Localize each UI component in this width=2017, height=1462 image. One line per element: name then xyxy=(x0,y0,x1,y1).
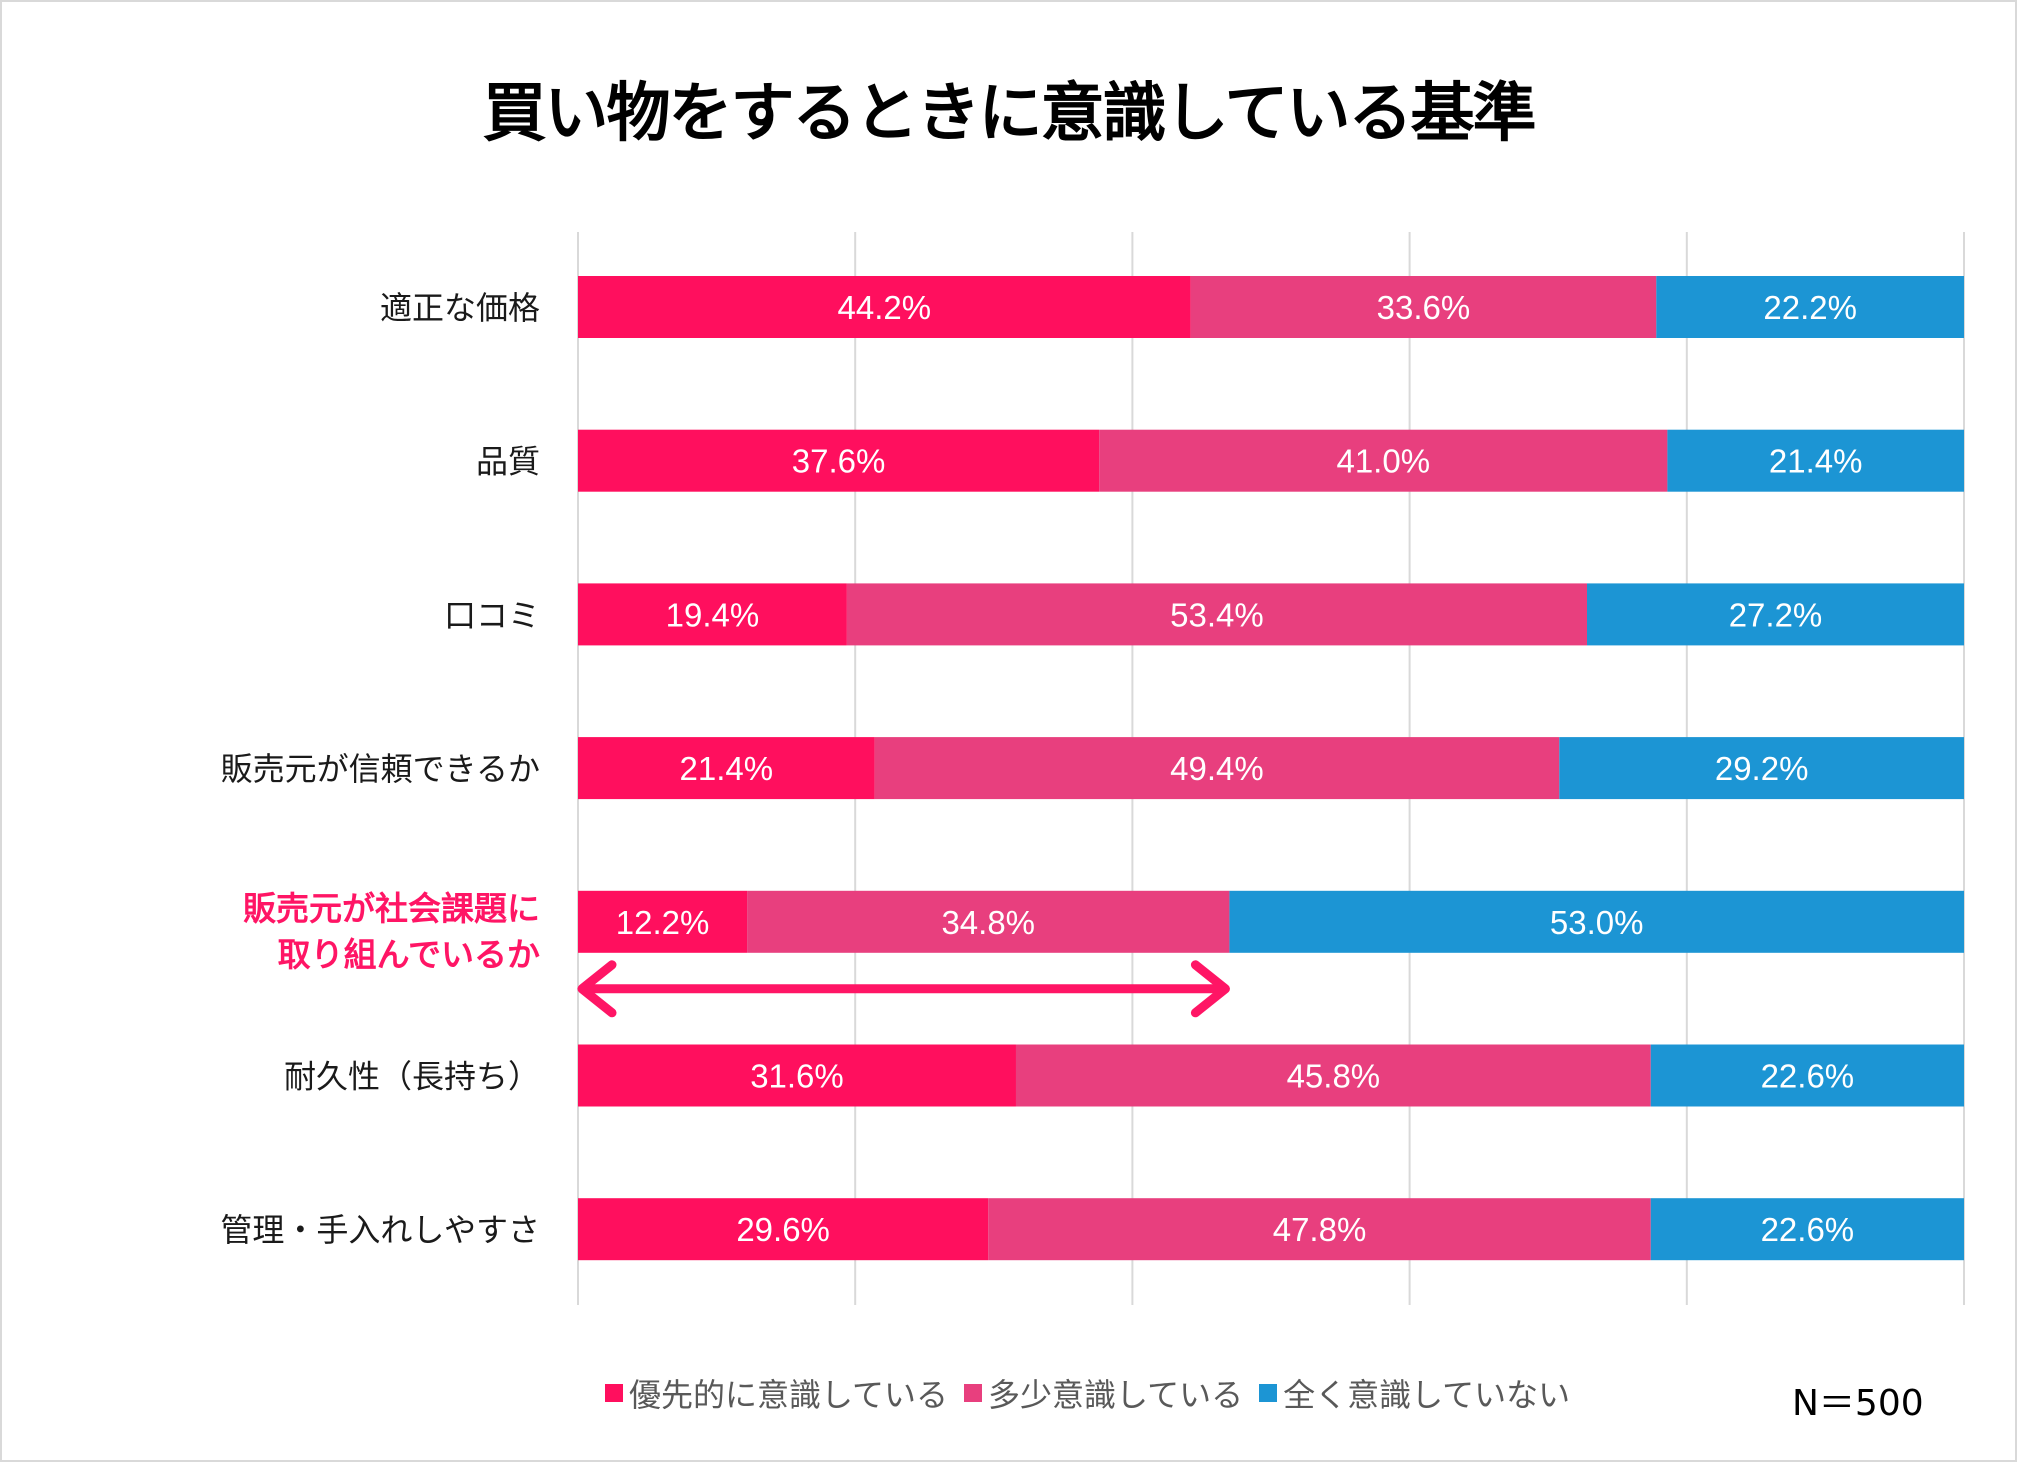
annotations xyxy=(577,960,1230,1018)
bar-segment xyxy=(578,429,1100,492)
legend-item-not-at-all: 全く意識していない xyxy=(1259,1370,1570,1416)
data-label: 22.6% xyxy=(1761,1211,1855,1248)
legend-swatch xyxy=(964,1384,983,1402)
category-label: 耐久性（長持ち） xyxy=(284,1058,540,1096)
data-label: 53.4% xyxy=(1170,596,1264,633)
data-label: 33.6% xyxy=(1377,289,1471,326)
bar-segment xyxy=(578,583,847,646)
data-label: 53.0% xyxy=(1550,904,1644,941)
bar-segment xyxy=(578,276,1191,338)
data-label: 45.8% xyxy=(1287,1058,1381,1095)
data-label: 21.4% xyxy=(680,750,774,787)
arrow-head-right xyxy=(1190,960,1230,1018)
bar-segment xyxy=(1099,429,1668,492)
legend-item-priority: 優先的に意識している xyxy=(605,1370,948,1416)
category-labels: 適正な価格品質口コミ販売元が信頼できるか販売元が社会課題に取り組んでいるか耐久性… xyxy=(220,289,540,1249)
bar-segment xyxy=(988,1198,1651,1261)
data-label: 47.8% xyxy=(1273,1211,1367,1248)
bar-segment xyxy=(578,890,748,953)
bar-segment xyxy=(874,737,1560,800)
data-label: 22.6% xyxy=(1761,1058,1855,1095)
bar-segment xyxy=(747,890,1230,953)
data-label: 19.4% xyxy=(666,596,760,633)
legend: 優先的に意識している 多少意識している 全く意識していない xyxy=(605,1370,1586,1416)
category-label: 販売元が信頼できるか xyxy=(221,750,540,788)
legend-item-somewhat: 多少意識している xyxy=(964,1370,1243,1416)
data-label: 49.4% xyxy=(1170,750,1264,787)
data-label: 29.6% xyxy=(736,1211,830,1248)
bar-segment xyxy=(1650,1044,1964,1107)
sample-size-note: N＝500 xyxy=(1792,1383,1924,1424)
bar-segment xyxy=(578,737,875,800)
legend-label: 全く意識していない xyxy=(1283,1376,1571,1414)
data-label: 44.2% xyxy=(838,289,932,326)
bars: 44.2% 33.6% 22.2% 37.6% 41.0% 21.4% 19.4% 53.4%… xyxy=(578,276,1964,1261)
data-label: 31.6% xyxy=(750,1058,844,1095)
bar-segment xyxy=(1587,583,1964,646)
bar-segment xyxy=(578,1198,989,1261)
data-label: 12.2% xyxy=(616,904,710,941)
bar-segment xyxy=(1559,737,1964,800)
bar-segment xyxy=(1015,1044,1651,1107)
chart-title: 買い物をするときに意識している基準 xyxy=(482,77,1536,151)
bar-segment xyxy=(1650,1198,1964,1261)
bar-segment xyxy=(1667,429,1964,492)
category-label: 品質 xyxy=(476,443,540,481)
category-label: 取り組んでいるか xyxy=(278,935,540,974)
category-label: 適正な価格 xyxy=(380,289,540,327)
data-label: 27.2% xyxy=(1729,596,1823,633)
legend-label: 多少意識している xyxy=(988,1376,1244,1414)
legend-swatch xyxy=(605,1384,623,1402)
bar-segment xyxy=(578,1044,1016,1107)
bar-segment xyxy=(1656,276,1964,338)
bar-segment xyxy=(1190,276,1657,338)
arrow-head-left xyxy=(577,960,617,1018)
data-label: 21.4% xyxy=(1769,443,1863,480)
legend-swatch xyxy=(1259,1384,1278,1402)
category-label: 販売元が社会課題に xyxy=(243,889,540,928)
bar-segment xyxy=(1229,890,1964,953)
bar-segment xyxy=(846,583,1588,646)
data-label: 22.2% xyxy=(1763,289,1857,326)
category-label: 管理・手入れしやすさ xyxy=(220,1211,540,1249)
double-arrow-annotation xyxy=(577,960,1230,1018)
data-label: 34.8% xyxy=(941,904,1035,941)
data-label: 29.2% xyxy=(1715,750,1809,787)
data-label: 41.0% xyxy=(1336,443,1430,480)
category-label: 口コミ xyxy=(444,596,540,634)
legend-label: 優先的に意識している xyxy=(629,1376,949,1414)
data-label: 37.6% xyxy=(792,443,886,480)
